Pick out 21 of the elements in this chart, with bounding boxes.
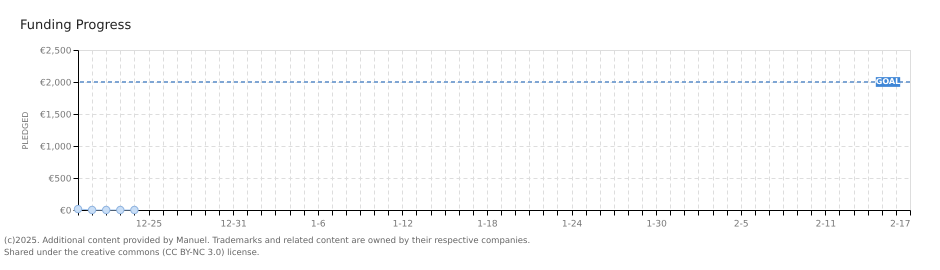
x-tick-label: 12-31 [220, 220, 247, 230]
text: (c)2025. Additional content provided by Manuel. Trademarks and related content are owned by their respective companies. [4, 236, 530, 246]
x-tick-label: 1-12 [392, 220, 414, 230]
y-tick-label: €1,000 [40, 142, 72, 152]
x-tick-label: 1-6 [310, 220, 326, 230]
x-tick-label: 12-25 [136, 220, 162, 230]
y-tick-label: €500 [48, 174, 72, 184]
x-tick-label: 1-30 [646, 220, 668, 230]
y-tick-label: €0 [60, 206, 72, 216]
x-tick-label: 2-17 [890, 220, 910, 230]
y-tick-label: €2,000 [40, 78, 72, 88]
x-tick-label: 2-5 [734, 220, 749, 230]
y-axis-title: PLEDGED [21, 112, 30, 150]
chart-title: Funding Progress [20, 18, 132, 33]
x-tick-label: 1-24 [562, 220, 583, 230]
y-tick-label: €2,500 [40, 46, 72, 56]
x-tick-label: 1-18 [477, 220, 498, 230]
y-tick-label: €1,500 [40, 110, 72, 120]
x-tick-label: 2-11 [816, 220, 836, 230]
text: Shared under the creative commons (CC BY-NC 3.0) license. [4, 248, 260, 258]
ref-line-label: GOAL [876, 77, 900, 86]
